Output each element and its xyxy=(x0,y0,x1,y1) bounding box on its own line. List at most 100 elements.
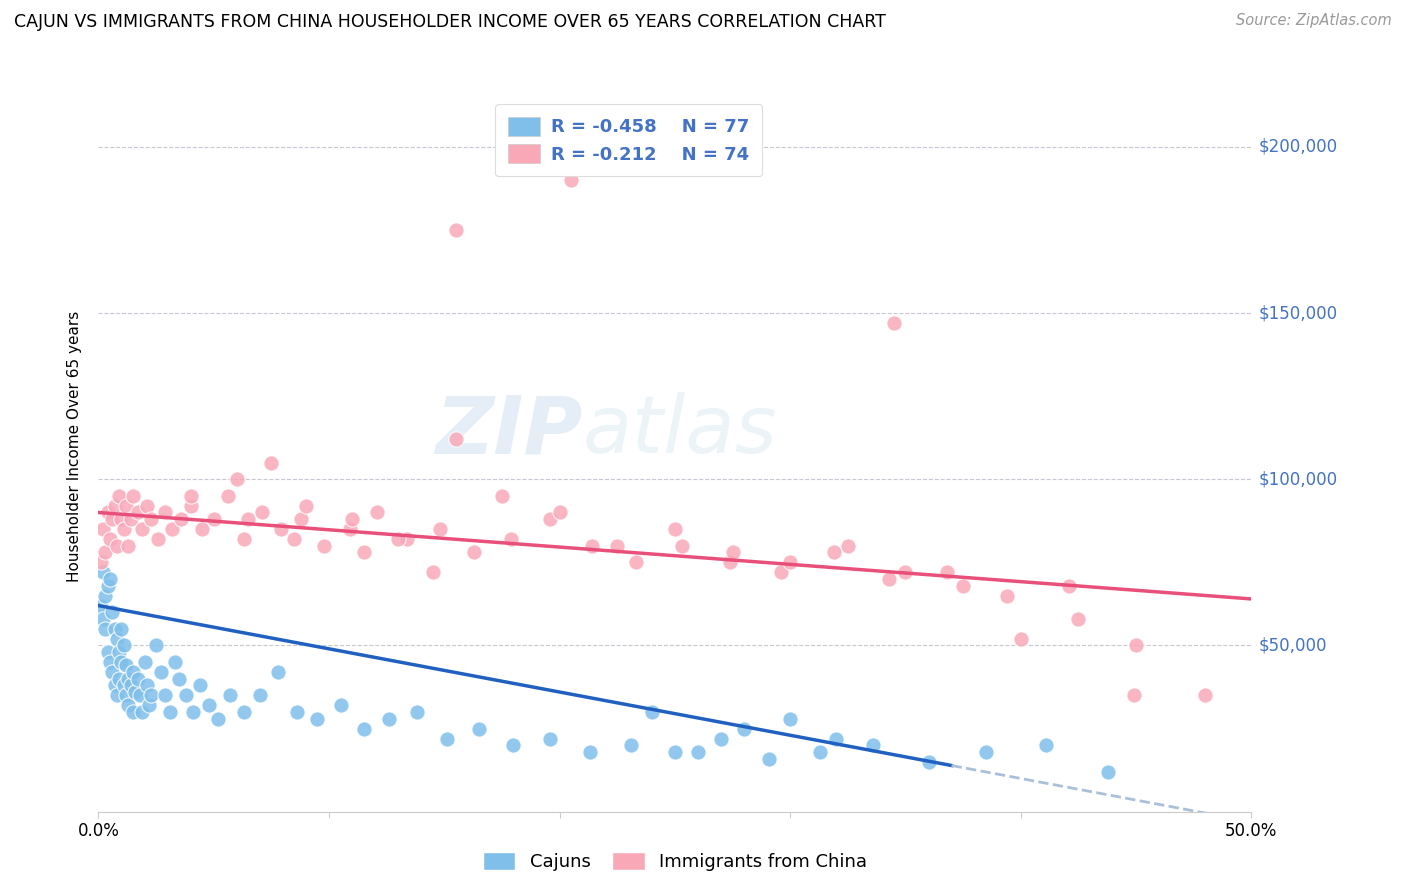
Legend: Cajuns, Immigrants from China: Cajuns, Immigrants from China xyxy=(475,845,875,879)
Point xyxy=(120,512,142,526)
Point xyxy=(769,566,792,580)
Point xyxy=(105,539,128,553)
Point xyxy=(779,555,801,569)
Point xyxy=(207,712,229,726)
Point xyxy=(329,698,352,713)
Point xyxy=(718,555,741,569)
Text: CAJUN VS IMMIGRANTS FROM CHINA HOUSEHOLDER INCOME OVER 65 YEARS CORRELATION CHAR: CAJUN VS IMMIGRANTS FROM CHINA HOUSEHOLD… xyxy=(14,13,886,31)
Point xyxy=(134,655,156,669)
Text: $150,000: $150,000 xyxy=(1258,304,1337,322)
Point xyxy=(127,672,149,686)
Point xyxy=(232,532,254,546)
Point xyxy=(429,522,451,536)
Point xyxy=(249,689,271,703)
Point xyxy=(825,731,848,746)
Point xyxy=(606,539,628,553)
Point xyxy=(620,738,643,752)
Point xyxy=(779,712,801,726)
Point xyxy=(149,665,172,679)
Point xyxy=(463,545,485,559)
Point xyxy=(538,731,561,746)
Point xyxy=(217,489,239,503)
Point xyxy=(174,689,197,703)
Point xyxy=(366,506,388,520)
Point xyxy=(267,665,290,679)
Point xyxy=(1097,764,1119,779)
Point xyxy=(98,532,121,546)
Point xyxy=(97,506,120,520)
Point xyxy=(198,698,221,713)
Point xyxy=(290,512,312,526)
Point xyxy=(501,532,523,546)
Point xyxy=(339,522,361,536)
Point xyxy=(101,665,124,679)
Point xyxy=(260,456,283,470)
Point xyxy=(91,566,114,580)
Point xyxy=(307,712,329,726)
Point xyxy=(180,499,202,513)
Y-axis label: Householder Income Over 65 years: Householder Income Over 65 years xyxy=(67,310,83,582)
Point xyxy=(117,698,139,713)
Legend: R = -0.458    N = 77, R = -0.212    N = 74: R = -0.458 N = 77, R = -0.212 N = 74 xyxy=(495,104,762,177)
Point xyxy=(167,672,190,686)
Point xyxy=(436,731,458,746)
Point xyxy=(823,545,845,559)
Point xyxy=(94,589,117,603)
Point xyxy=(837,539,859,553)
Point xyxy=(1010,632,1032,646)
Text: $50,000: $50,000 xyxy=(1258,637,1327,655)
Point xyxy=(97,645,120,659)
Point xyxy=(90,555,112,569)
Point xyxy=(405,705,427,719)
Point xyxy=(468,722,491,736)
Point xyxy=(145,639,167,653)
Text: $100,000: $100,000 xyxy=(1258,470,1337,488)
Point xyxy=(974,745,997,759)
Point xyxy=(314,539,336,553)
Point xyxy=(141,689,163,703)
Point xyxy=(387,532,409,546)
Point xyxy=(97,579,120,593)
Point xyxy=(295,499,318,513)
Point xyxy=(250,506,273,520)
Point xyxy=(894,566,917,580)
Point xyxy=(115,689,138,703)
Point xyxy=(721,545,744,559)
Point xyxy=(181,705,204,719)
Point xyxy=(98,655,121,669)
Point xyxy=(285,705,308,719)
Point xyxy=(117,672,139,686)
Point xyxy=(115,658,138,673)
Point xyxy=(422,566,444,580)
Point xyxy=(91,522,114,536)
Point xyxy=(378,712,401,726)
Point xyxy=(160,522,183,536)
Point xyxy=(232,705,254,719)
Point xyxy=(155,506,177,520)
Point xyxy=(671,539,693,553)
Point xyxy=(91,612,114,626)
Point xyxy=(444,433,467,447)
Point xyxy=(122,489,145,503)
Text: ZIP: ZIP xyxy=(436,392,582,470)
Point xyxy=(105,632,128,646)
Point xyxy=(270,522,292,536)
Point xyxy=(94,545,117,559)
Point xyxy=(538,512,561,526)
Point xyxy=(202,512,225,526)
Point xyxy=(641,705,664,719)
Point xyxy=(353,545,375,559)
Point xyxy=(340,512,363,526)
Point xyxy=(444,223,467,237)
Point xyxy=(686,745,709,759)
Point xyxy=(624,555,647,569)
Point xyxy=(120,678,142,692)
Point xyxy=(879,572,901,586)
Point xyxy=(491,489,513,503)
Point xyxy=(108,672,131,686)
Point xyxy=(581,539,603,553)
Point xyxy=(141,512,163,526)
Point xyxy=(98,572,121,586)
Point xyxy=(1122,689,1144,703)
Point xyxy=(135,678,157,692)
